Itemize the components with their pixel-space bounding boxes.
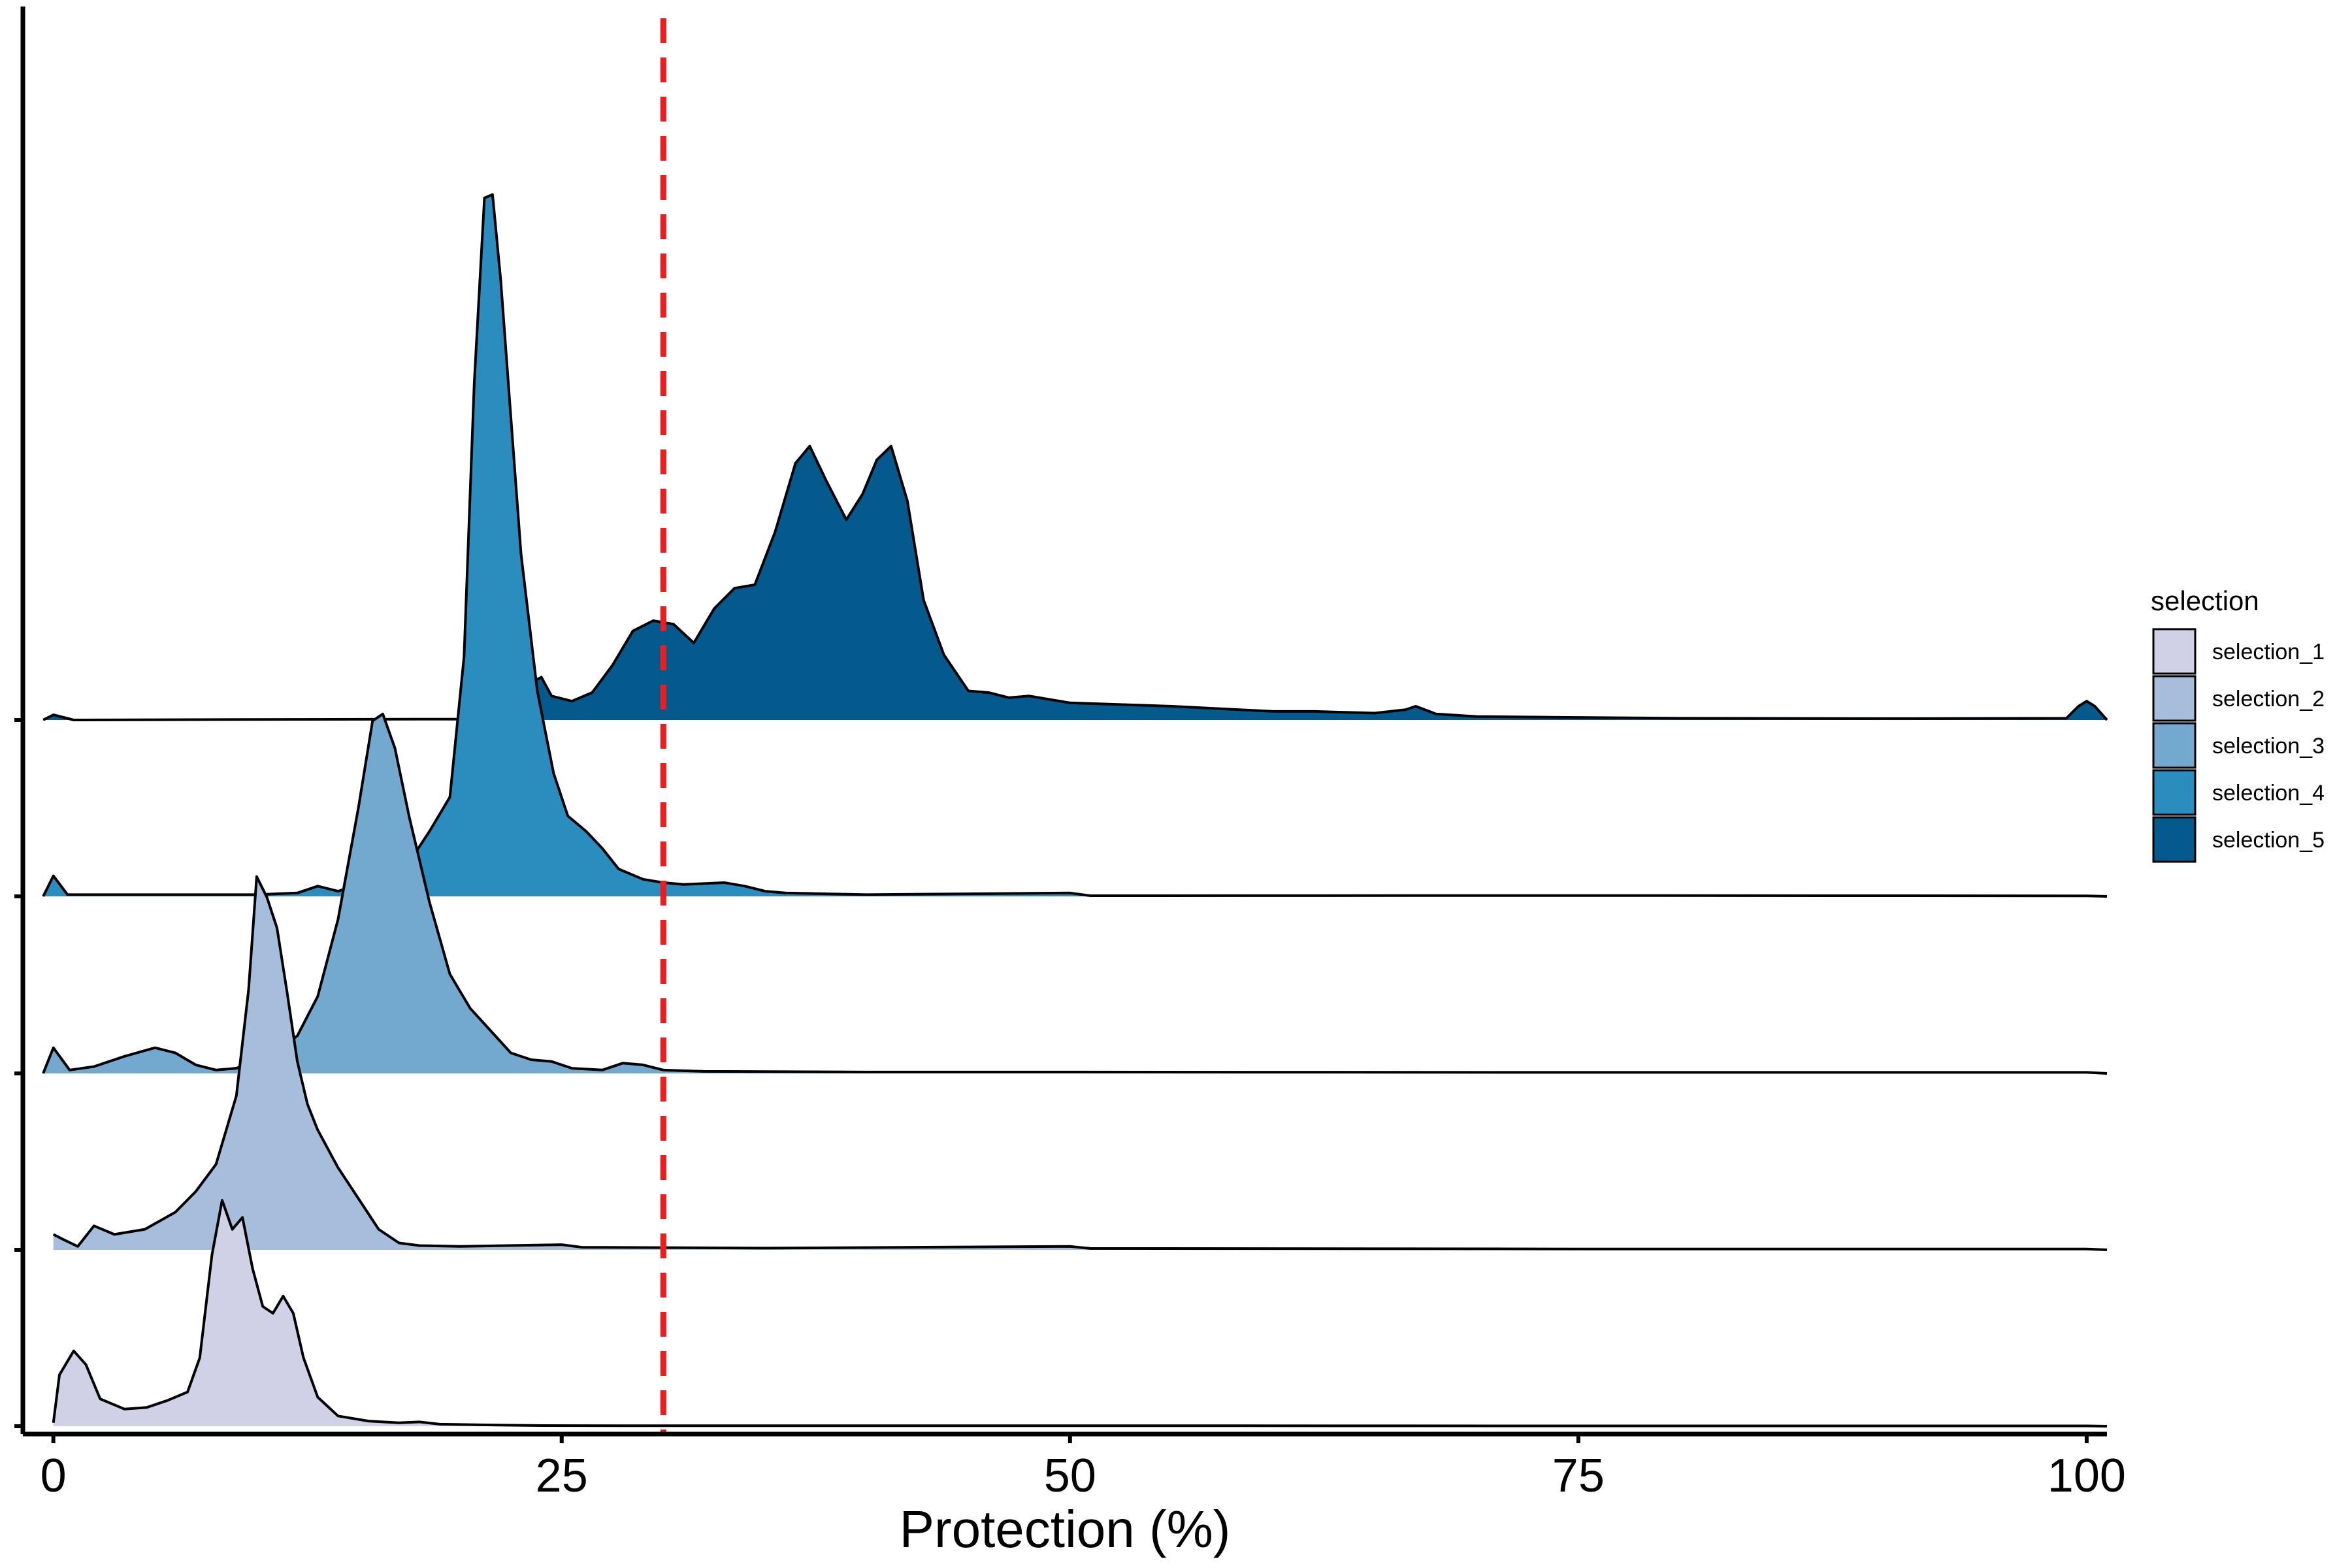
legend-key-selection_5 (2152, 816, 2197, 863)
legend-key-selection_1 (2152, 628, 2197, 675)
ridge-selection_1 (52, 1199, 2108, 1428)
ridges (42, 193, 2108, 1428)
legend-label-selection_3: selection_3 (2212, 734, 2325, 759)
ridge-fill-selection_4 (43, 194, 2087, 896)
legend-title: selection (2151, 585, 2259, 616)
legend-label-selection_1: selection_1 (2212, 640, 2325, 664)
ridge-fill-selection_2 (53, 876, 2087, 1250)
x-axis-title: Protection (%) (900, 1500, 1231, 1558)
x-tick-label-0: 0 (41, 1450, 67, 1502)
ridge-selection_3 (42, 712, 2108, 1075)
legend-key-selection_2 (2152, 675, 2197, 722)
ridge-selection_2 (52, 875, 2108, 1251)
ridge-selection_5 (42, 444, 2108, 721)
ridge-outline-selection_2 (52, 875, 2108, 1251)
legend-key-selection_4 (2152, 769, 2197, 816)
legend-label-selection_2: selection_2 (2212, 687, 2325, 711)
x-tick-label-75: 75 (1552, 1450, 1605, 1502)
x-tick-label-50: 50 (1044, 1450, 1096, 1502)
ridge-outline-selection_3 (42, 712, 2108, 1075)
ridge-outline-selection_5 (42, 444, 2108, 721)
ridge-outline-selection_1 (52, 1199, 2108, 1428)
ridge-fill-selection_1 (53, 1200, 2087, 1426)
ridge-selection_4 (42, 193, 2108, 898)
legend-label-selection_4: selection_4 (2212, 781, 2325, 806)
ridge-outline-selection_4 (42, 193, 2108, 898)
legend: selection selection_1 selection_2 selection… (2151, 585, 2325, 863)
legend-key-selection_3 (2152, 722, 2197, 769)
x-tick-label-25: 25 (536, 1450, 588, 1502)
x-tick-label-100: 100 (2048, 1450, 2126, 1502)
ridge-fill-selection_5 (43, 446, 2107, 720)
legend-label-selection_5: selection_5 (2212, 828, 2325, 853)
axes: 0 25 50 75 100 Protection (%) (14, 7, 2126, 1558)
